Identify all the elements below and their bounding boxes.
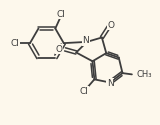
Text: N: N (107, 79, 114, 88)
Text: Cl: Cl (80, 87, 88, 96)
Text: O: O (108, 21, 115, 30)
Text: N: N (82, 36, 89, 45)
Text: Cl: Cl (56, 10, 65, 19)
Text: Cl: Cl (11, 39, 20, 48)
Text: O: O (55, 45, 62, 54)
Text: CH₃: CH₃ (137, 70, 152, 79)
